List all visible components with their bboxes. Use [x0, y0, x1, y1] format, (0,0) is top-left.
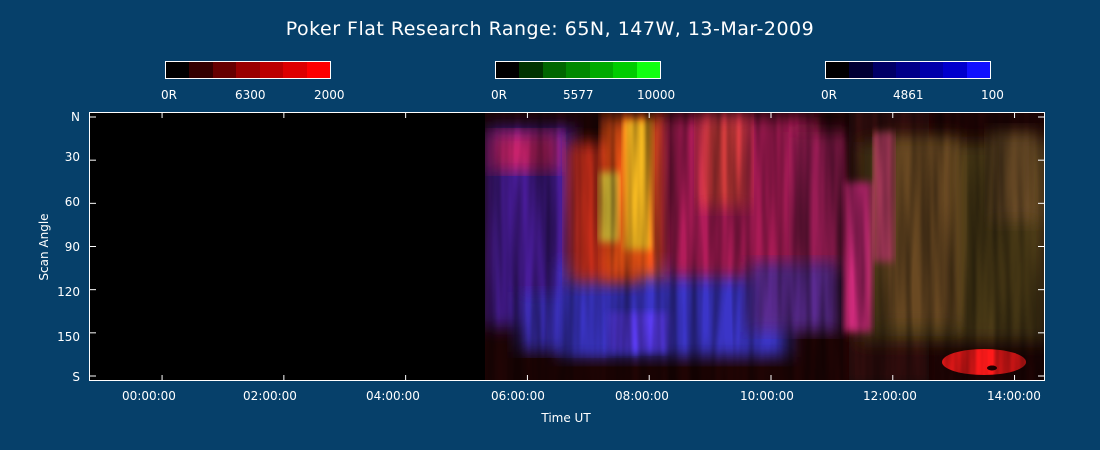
colorbar-4861-swatch-0 [826, 62, 850, 78]
x-tick-label-1400: 14:00:00 [987, 389, 1041, 403]
colorbar-6300-line-label: 6300 [235, 88, 266, 102]
colorbar-6300 [165, 61, 331, 79]
colorbar-4861-max-label: 100 [981, 88, 1004, 102]
y-tick-label-s: S [72, 370, 80, 384]
colorbar-4861-swatch-1 [849, 62, 873, 78]
colorbar-5577-swatch-2 [542, 62, 567, 78]
colorbar-5577-swatch-4 [589, 62, 614, 78]
colorbar-4861-min-label: 0R [821, 88, 837, 102]
colorbar-5577-swatch-5 [613, 62, 637, 78]
colorbar-4861 [825, 61, 991, 79]
colorbar-4861-swatch-4 [919, 62, 944, 78]
x-tick-label-1200: 12:00:00 [863, 389, 917, 403]
colorbar-4861-swatch-5 [943, 62, 967, 78]
x-axis-label: Time UT [541, 411, 591, 425]
y-tick-label-150: 150 [57, 330, 80, 344]
colorbar-4861-swatch-6 [966, 62, 990, 78]
colorbar-4861-swatch-2 [872, 62, 897, 78]
x-tick-label-1000: 10:00:00 [740, 389, 794, 403]
colorbar-6300-swatch-5 [283, 62, 307, 78]
aurora-data-region [485, 112, 1045, 381]
colorbar-6300-max-label: 2000 [314, 88, 345, 102]
y-tick-label-120: 120 [57, 285, 80, 299]
chart-title: Poker Flat Research Range: 65N, 147W, 13… [285, 18, 815, 40]
y-tick-label-90: 90 [64, 240, 80, 254]
x-tick-label-0400: 04:00:00 [366, 389, 420, 403]
colorbar-5577-swatch-0 [496, 62, 520, 78]
colorbar-6300-swatch-1 [189, 62, 213, 78]
y-tick-label-60: 60 [64, 195, 80, 209]
colorbar-5577-line-label: 5577 [563, 88, 594, 102]
colorbar-5577-max-label: 10000 [637, 88, 676, 102]
x-tick-label-0200: 02:00:00 [243, 389, 297, 403]
colorbar-5577-swatch-6 [636, 62, 660, 78]
colorbar-6300-swatch-3 [236, 62, 260, 78]
colorbar-4861-swatch-3 [896, 62, 920, 78]
y-tick-label-30: 30 [64, 150, 80, 164]
colorbar-5577-swatch-1 [519, 62, 543, 78]
x-tick-label-0000: 00:00:00 [122, 389, 176, 403]
colorbar-6300-swatch-2 [212, 62, 237, 78]
colorbar-6300-swatch-0 [166, 62, 190, 78]
x-axis-ticks [161, 112, 1016, 381]
x-tick-label-0600: 06:00:00 [491, 389, 545, 403]
colorbar-5577-min-label: 0R [491, 88, 507, 102]
colorbar-6300-swatch-6 [306, 62, 330, 78]
colorbar-6300-min-label: 0R [161, 88, 177, 102]
colorbar-5577 [495, 61, 661, 79]
keogram-plot [89, 112, 1045, 381]
y-tick-label-n: N [71, 110, 80, 124]
colorbar-4861-line-label: 4861 [893, 88, 924, 102]
y-axis-ticks [89, 116, 1045, 377]
x-tick-label-0800: 08:00:00 [615, 389, 669, 403]
colorbar-6300-swatch-4 [259, 62, 284, 78]
colorbar-5577-swatch-3 [566, 62, 590, 78]
